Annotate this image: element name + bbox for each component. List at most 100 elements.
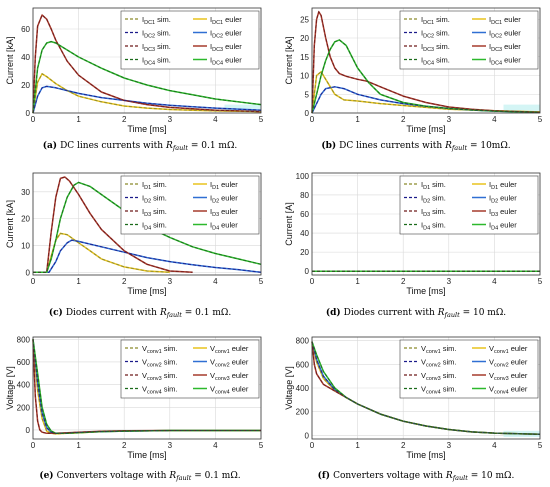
- x-tick-label: 1: [355, 441, 360, 450]
- caption-label: (e): [39, 470, 53, 481]
- legend-euler-label: ID1 euler: [489, 180, 517, 191]
- legend-euler-symbol: V: [210, 344, 215, 353]
- x-tick-label: 2: [401, 277, 406, 286]
- y-tick-label: 400: [296, 384, 310, 393]
- legend-sim-suffix: sim.: [157, 15, 171, 24]
- legend-sim-suffix: sim.: [157, 29, 171, 38]
- series-sim-2: [311, 86, 541, 114]
- legend-sim-subscript: D1: [144, 185, 151, 191]
- y-tick-label: 100: [296, 172, 310, 181]
- legend-euler-symbol: V: [210, 385, 215, 394]
- legend-sim-subscript: DC2: [423, 34, 434, 40]
- legend-sim-suffix: sim.: [443, 344, 457, 353]
- series-sim-1: [33, 232, 170, 273]
- y-axis-label: Voltage [V]: [5, 366, 15, 410]
- curve-tail-band: [224, 104, 261, 111]
- x-tick-label: 1: [76, 277, 81, 286]
- caption-r-subscript: fault: [452, 474, 469, 482]
- legend-sim-subscript: DC3: [423, 47, 434, 53]
- legend-sim-symbol: I: [142, 29, 144, 38]
- caption-text: DC lines currents with: [60, 141, 163, 151]
- legend-sim-symbol: I: [142, 221, 144, 230]
- x-tick-label: 5: [259, 441, 264, 450]
- y-tick-label: 0: [305, 109, 310, 118]
- series-sim-4: [311, 39, 541, 114]
- legend-sim-label: IDC3 sim.: [142, 42, 171, 53]
- legend-euler-suffix: euler: [225, 29, 242, 38]
- legend-euler-subscript: D3: [212, 212, 219, 218]
- x-tick-label: 0: [310, 441, 315, 450]
- legend-sim-symbol: I: [142, 15, 144, 24]
- legend-sim-label: ID1 sim.: [421, 180, 446, 191]
- legend-sim-suffix: sim.: [443, 371, 457, 380]
- legend-sim-subscript: conv3: [426, 376, 441, 382]
- legend-euler-symbol: V: [489, 385, 494, 394]
- legend-sim-label: IDC1 sim.: [142, 15, 171, 26]
- legend-euler-subscript: D2: [212, 199, 219, 205]
- legend-euler-suffix: euler: [511, 358, 528, 367]
- caption-r-subscript: fault: [451, 144, 468, 152]
- legend-euler-symbol: I: [489, 180, 491, 189]
- caption-r-symbol: R: [168, 471, 176, 481]
- plot-frame: [311, 172, 541, 276]
- legend-sim-subscript: conv2: [147, 363, 162, 369]
- legend-euler-suffix: euler: [232, 358, 249, 367]
- legend-sim-suffix: sim.: [443, 385, 457, 394]
- legend-sim-label: Vconv2 sim.: [421, 358, 456, 369]
- legend-euler-suffix: euler: [500, 207, 517, 216]
- y-tick-label: 800: [17, 335, 31, 344]
- x-tick-label: 1: [355, 277, 360, 286]
- legend-euler-symbol: I: [210, 221, 212, 230]
- legend-euler-label: Vconv3 euler: [489, 371, 528, 382]
- x-tick-label: 4: [213, 441, 218, 450]
- legend-sim-suffix: sim.: [153, 207, 167, 216]
- y-tick-label: 80: [300, 191, 309, 200]
- x-tick-label: 5: [538, 277, 543, 286]
- x-tick-label: 1: [76, 115, 81, 124]
- series-sim-1: [32, 73, 262, 114]
- legend-sim-subscript: conv1: [147, 349, 162, 355]
- legend-box: [120, 175, 260, 235]
- legend-sim-label: ID3 sim.: [142, 207, 167, 218]
- legend-sim-symbol: I: [421, 56, 423, 65]
- legend-euler-symbol: V: [210, 371, 215, 380]
- legend-sim-suffix: sim.: [157, 56, 171, 65]
- legend-euler-label: IDC2 euler: [210, 29, 242, 40]
- legend-sim-suffix: sim.: [153, 221, 167, 230]
- legend-sim-suffix: sim.: [153, 194, 167, 203]
- legend-euler-symbol: V: [210, 358, 215, 367]
- legend-euler-symbol: I: [489, 29, 491, 38]
- legend-sim-symbol: V: [421, 358, 426, 367]
- y-tick-label: 60: [300, 210, 309, 219]
- chart-panel-6: 0 1 2 3 4 5 0 200 400 600 800 Time [ms] Voltage [V] V…: [284, 337, 543, 482]
- legend-euler-subscript: conv2: [494, 363, 509, 369]
- x-tick-label: 2: [122, 277, 127, 286]
- legend-sim-label: ID4 sim.: [142, 221, 167, 232]
- caption-r-subscript: fault: [444, 311, 461, 319]
- legend-euler-suffix: euler: [511, 385, 528, 394]
- x-tick-label: 0: [31, 441, 36, 450]
- series-sim-3: [32, 14, 262, 114]
- panel-caption: (c) Diodes current with Rfault = 0.1 mΩ.: [49, 307, 232, 319]
- y-tick-label: 10: [21, 241, 30, 250]
- panel-caption: (a) DC lines currents with Rfault = 0.1 mΩ…: [43, 140, 238, 152]
- legend-euler-label: ID3 euler: [210, 207, 238, 218]
- legend-sim-subscript: D4: [144, 226, 151, 232]
- legend-euler-symbol: I: [210, 207, 212, 216]
- legend-euler-symbol: I: [210, 29, 212, 38]
- plot-frame: [32, 172, 262, 276]
- series-sim-2: [311, 341, 541, 435]
- legend-euler-subscript: conv1: [494, 349, 509, 355]
- legend-euler-subscript: conv4: [494, 390, 509, 396]
- legend-euler-label: IDC3 euler: [489, 42, 521, 53]
- legend-sim-symbol: V: [142, 371, 147, 380]
- x-axis-label: Time [ms]: [406, 286, 445, 296]
- legend-sim-subscript: D2: [423, 199, 430, 205]
- legend-euler-label: ID4 euler: [210, 221, 238, 232]
- legend-euler-symbol: I: [210, 15, 212, 24]
- legend-sim-label: ID2 sim.: [142, 194, 167, 205]
- y-tick-label: 20: [21, 215, 30, 224]
